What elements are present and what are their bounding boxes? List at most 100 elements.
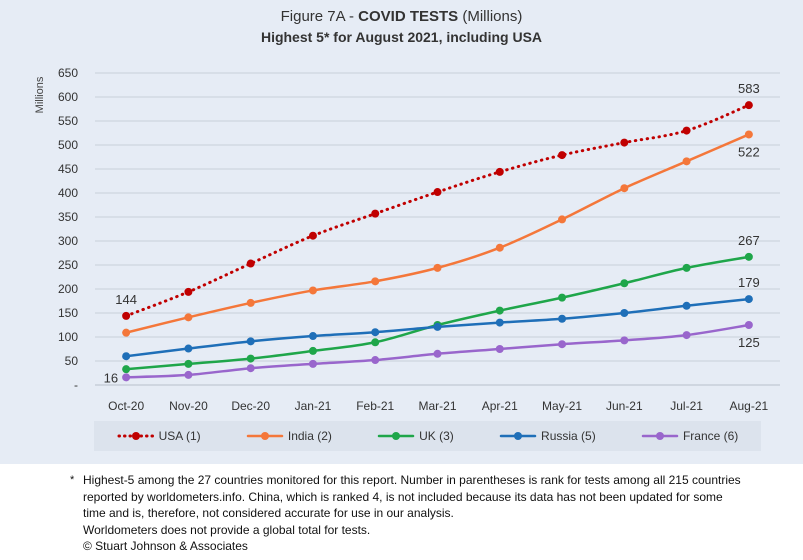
data-point-india-2 [122, 328, 131, 337]
chart-title: Figure 7A - COVID TESTS (Millions) [0, 8, 803, 25]
legend-item-france-6: France (6) [641, 429, 738, 443]
data-point-uk-3 [122, 365, 131, 374]
data-point-usa-1 [184, 287, 193, 296]
x-tick-label: Feb-21 [356, 399, 394, 413]
series-lines [122, 101, 753, 382]
data-point-usa-1 [122, 311, 131, 320]
data-point-russia-5 [558, 314, 567, 323]
legend-label: France (6) [682, 429, 739, 443]
y-tick-label: 500 [58, 138, 78, 152]
data-point-uk-3 [620, 279, 629, 288]
x-tick-label: Dec-20 [231, 399, 270, 413]
legend: USA (1) India (2) UK (3) Russia (5) France (… [94, 421, 761, 451]
x-tick-label: Apr-21 [482, 399, 518, 413]
data-label: 522 [738, 144, 760, 159]
x-tick-label: Jul-21 [670, 399, 703, 413]
series-line-india-2 [124, 133, 751, 334]
chart-title-bold: COVID TESTS [358, 8, 459, 25]
data-point-india-2 [682, 157, 691, 166]
data-point-usa-1 [308, 231, 317, 240]
data-point-france-6 [495, 345, 504, 353]
x-tick-label: Nov-20 [169, 399, 208, 413]
data-point-uk-3 [744, 252, 753, 261]
x-tick-label: Aug-21 [730, 399, 769, 413]
y-tick-label: 300 [58, 234, 78, 248]
data-point-uk-3 [371, 338, 380, 347]
y-tick-label: 550 [58, 114, 78, 128]
data-point-france-6 [122, 373, 131, 382]
data-label: 125 [738, 335, 760, 350]
x-axis-ticks: Oct-20 Nov-20 Dec-20 Jan-21 Feb-21 Mar-21 Apr-… [108, 399, 768, 413]
legend-swatch [641, 432, 679, 440]
data-point-usa-1 [495, 167, 504, 176]
data-point-france-6 [558, 340, 567, 349]
data-point-usa-1 [433, 188, 442, 197]
y-axis-ticks: - 50 100 150 200 250 300 350 400 450 500 550 600 650 [58, 66, 78, 392]
data-point-russia-5 [308, 332, 317, 341]
data-label: 16 [104, 370, 118, 385]
y-tick-label: 650 [58, 66, 78, 80]
data-point-india-2 [371, 277, 380, 286]
footnote: * Highest-5 among the 27 countries monit… [70, 472, 790, 555]
data-point-india-2 [620, 184, 629, 193]
footnote-line-2: reported by worldometers.info. China, wh… [83, 489, 723, 504]
legend-item-russia-5: Russia (5) [499, 429, 596, 443]
legend-item-uk-3: UK (3) [377, 429, 454, 443]
y-tick-label: 150 [58, 306, 78, 320]
x-tick-label: Jun-21 [606, 399, 643, 413]
data-point-uk-3 [246, 354, 255, 363]
data-point-india-2 [308, 286, 317, 295]
data-point-france-6 [308, 359, 317, 368]
y-tick-label: 50 [65, 354, 79, 368]
data-point-india-2 [184, 313, 193, 322]
data-point-uk-3 [308, 346, 317, 355]
data-point-russia-5 [495, 318, 504, 327]
x-tick-label: May-21 [542, 399, 582, 413]
legend-swatch-marker [260, 432, 269, 440]
legend-swatch-marker [514, 432, 523, 440]
legend-swatch-marker [655, 432, 664, 440]
data-point-usa-1 [620, 138, 629, 147]
data-point-uk-3 [682, 263, 691, 272]
y-tick-label: 250 [58, 258, 78, 272]
data-point-russia-5 [246, 337, 255, 346]
legend-swatch [377, 432, 415, 440]
data-point-russia-5 [682, 301, 691, 310]
data-point-russia-5 [620, 309, 629, 317]
x-tick-label: Oct-20 [108, 399, 144, 413]
data-point-india-2 [495, 243, 504, 252]
data-labels: 144 583 522 267 179 125 16 [104, 81, 760, 385]
chart-title-prefix: Figure 7A - [280, 8, 359, 25]
data-point-russia-5 [433, 322, 442, 331]
footnote-line-5: © Stuart Johnson & Associates [83, 539, 248, 553]
footnote-line-4: Worldometers does not provide a global t… [83, 522, 371, 537]
data-point-france-6 [682, 331, 691, 340]
data-point-india-2 [433, 263, 442, 272]
data-point-france-6 [744, 321, 753, 329]
legend-label: India (2) [287, 429, 332, 443]
legend-swatch-marker [131, 432, 140, 440]
legend-label: Russia (5) [541, 429, 596, 443]
data-point-uk-3 [495, 306, 504, 315]
data-point-uk-3 [184, 359, 193, 368]
data-point-france-6 [184, 370, 193, 379]
data-point-france-6 [620, 336, 629, 345]
data-point-france-6 [246, 364, 255, 373]
data-point-usa-1 [682, 126, 691, 135]
y-tick-label: 350 [58, 210, 78, 224]
data-point-usa-1 [558, 151, 567, 160]
y-tick-label: 600 [58, 90, 78, 104]
y-tick-label: 100 [58, 330, 78, 344]
data-label: 179 [738, 275, 760, 290]
data-point-india-2 [744, 130, 753, 139]
data-point-india-2 [246, 298, 255, 307]
data-point-uk-3 [558, 293, 567, 302]
legend-label: USA (1) [158, 429, 201, 443]
legend-swatch [117, 432, 155, 440]
legend-item-usa-1: USA (1) [117, 429, 201, 443]
legend-swatch [246, 432, 284, 440]
chart-subtitle: Highest 5* for August 2021, including US… [260, 29, 543, 45]
gridlines [95, 72, 780, 386]
legend-swatch [499, 432, 537, 440]
data-label: 583 [738, 81, 760, 96]
